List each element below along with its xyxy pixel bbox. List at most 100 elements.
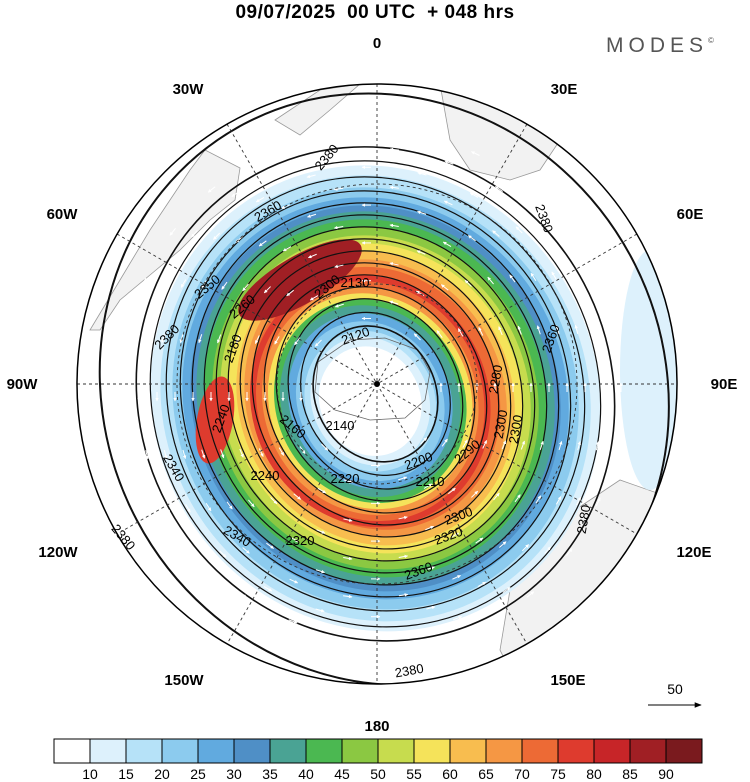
wind-vector-arrow	[555, 325, 560, 335]
wind-vectors	[119, 127, 623, 657]
wind-vector-arrow	[614, 441, 618, 451]
wind-vector-arrow	[425, 525, 434, 531]
wind-vector-arrow	[342, 632, 353, 637]
wind-vector-arrow	[235, 334, 241, 344]
label-lon-180: 180	[364, 718, 389, 735]
height-contour	[275, 286, 476, 502]
wind-vector-arrow	[334, 225, 344, 230]
wind-vector-arrow	[398, 593, 409, 597]
height-contour	[300, 311, 451, 476]
contour-label: 2240	[251, 468, 280, 483]
wind-vector-arrow	[221, 281, 228, 290]
wind-vector-arrow	[142, 333, 147, 343]
wind-vector-arrow	[343, 479, 353, 484]
colorbar-swatch	[413, 738, 451, 764]
label-lon-120e: 120E	[676, 544, 711, 561]
contour-label: 2220	[331, 471, 360, 486]
wind-vector-arrow	[417, 133, 427, 137]
wind-vector-arrow	[450, 532, 460, 538]
wind-vector-arrow	[426, 644, 436, 649]
wind-vector-arrow	[464, 279, 472, 287]
wind-vector-arrow	[530, 272, 537, 282]
wind-vector-arrow	[274, 336, 280, 345]
wind-vector-arrow	[333, 187, 344, 191]
wind-vector-arrow	[334, 264, 344, 269]
colorbar-swatch	[341, 738, 379, 764]
wind-vector-arrow	[515, 226, 523, 234]
wind-vector-arrow	[239, 448, 244, 458]
wind-vector-arrow	[286, 289, 294, 297]
wind-vector-arrow	[316, 529, 326, 534]
height-contour	[287, 298, 464, 490]
wind-vector-arrow	[175, 555, 182, 564]
colorbar-swatch	[233, 738, 271, 764]
wind-vector-arrow	[423, 483, 433, 489]
wind-vector-arrow	[442, 241, 452, 247]
wind-vector-arrow	[160, 278, 167, 288]
wind-vector-arrow	[452, 575, 461, 580]
colorbar-swatch	[197, 738, 235, 764]
label-lon-150e: 150E	[550, 672, 585, 689]
wind-vector-arrow	[520, 440, 525, 450]
south-america-land	[89, 149, 241, 331]
label-lon-120w: 120W	[38, 544, 78, 561]
wind-vector-arrow	[457, 328, 464, 337]
wind-vector-arrow	[163, 450, 168, 460]
wind-vector-arrow	[145, 450, 149, 460]
wind-vector-arrow	[413, 333, 421, 341]
colorbar-swatch	[89, 738, 127, 764]
wind-vector-arrow	[315, 608, 325, 613]
colorbar-label: 90	[658, 766, 674, 782]
colorbar-label: 20	[154, 766, 170, 782]
wind-vector-arrow	[495, 185, 504, 192]
grid-labels: 0 30E 60E 90E 120E 150E 180 150W 120W 90…	[7, 35, 738, 735]
wind-vector-arrow	[574, 324, 579, 334]
colorbar-label: 25	[190, 766, 206, 782]
modes-logo: MODES©	[606, 34, 714, 58]
wind-vector-arrow	[306, 135, 316, 140]
colorbar-label: 50	[370, 766, 386, 782]
wind-vector-arrow	[444, 160, 454, 165]
colorbar-swatch	[593, 738, 631, 764]
wind-vector-arrow	[499, 541, 507, 548]
map-title: 09/07/2025 00 UTC + 048 hrs	[235, 2, 515, 23]
brand-mark: ©	[708, 36, 714, 45]
wind-vector-arrow	[521, 544, 530, 552]
wind-vector-arrow	[453, 616, 463, 621]
wind-vector-arrow	[165, 504, 171, 514]
wind-vector-arrow	[255, 196, 265, 203]
contour-label: 2140	[326, 418, 355, 433]
wind-vector-arrow	[290, 537, 300, 543]
wind-vector-arrow	[314, 339, 322, 347]
wind-vector-arrow	[180, 279, 187, 288]
label-lon-60w: 60W	[47, 206, 79, 223]
wind-vector-arrow	[201, 449, 206, 459]
wind-vector-arrow	[254, 155, 263, 160]
wind-vector-arrow	[514, 494, 521, 503]
colorbar-swatch	[269, 738, 307, 764]
wind-vector-arrow	[278, 447, 285, 456]
wind-vector-arrow	[226, 501, 233, 510]
wind-vector-arrow	[482, 440, 488, 449]
colorbar-label: 60	[442, 766, 458, 782]
wind-vector-arrow	[217, 334, 222, 344]
wind-vector-arrow	[258, 240, 267, 247]
wind-vector-arrow	[493, 492, 500, 501]
wind-vector-arrow	[242, 547, 250, 554]
label-lon-30e: 30E	[551, 81, 578, 98]
label-lon-60e: 60E	[677, 206, 704, 223]
wind-vector-arrow	[487, 276, 494, 285]
colorbar-swatch	[377, 738, 415, 764]
wind-vector-arrow	[308, 253, 317, 259]
wind-vector-arrow	[279, 163, 289, 168]
contour-label: 2300	[491, 409, 511, 440]
wind-vector-arrow	[343, 594, 353, 599]
wind-vector-arrow	[398, 631, 409, 635]
contour-label: 2300	[506, 414, 526, 445]
contour-label: 2320	[286, 533, 315, 548]
vector-reference: 50	[648, 681, 702, 708]
height-contour	[227, 238, 524, 550]
colorbar-label: 15	[118, 766, 134, 782]
wind-vector-arrow	[307, 213, 317, 218]
jet-core	[238, 239, 362, 321]
